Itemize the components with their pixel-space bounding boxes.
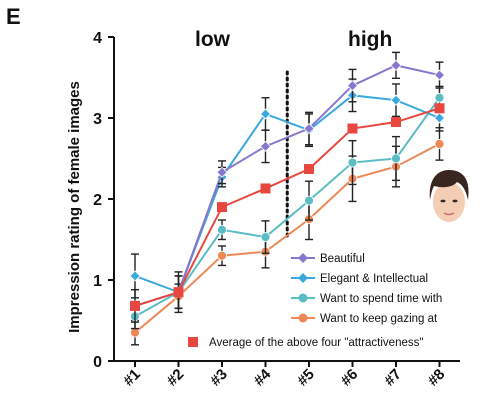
- y-tick-label: 3: [93, 111, 102, 128]
- data-point: [391, 153, 401, 164]
- y-tick-label: 2: [93, 192, 102, 209]
- data-point: [346, 80, 359, 92]
- data-point: [347, 157, 358, 168]
- series-line: [134, 107, 440, 307]
- x-tick-label: #8: [425, 366, 449, 390]
- series-layer: [129, 51, 446, 346]
- legend-item: Want to keep gazing at: [291, 313, 438, 325]
- legend-item: Beautiful: [291, 253, 365, 265]
- region-label-high: high: [348, 28, 392, 51]
- series-line: [134, 143, 440, 334]
- y-axis-title: Impression rating of female images: [66, 81, 83, 333]
- x-tick-label: #5: [294, 366, 318, 390]
- x-tick-label: #7: [381, 366, 405, 390]
- data-point: [304, 164, 314, 175]
- legend-label: Want to keep gazing at: [320, 313, 438, 325]
- series-4: [130, 103, 445, 311]
- data-point: [217, 202, 227, 213]
- data-point: [434, 139, 445, 149]
- legend-item: Elegant & Intellectual: [291, 273, 428, 285]
- data-point: [260, 183, 271, 194]
- data-point: [434, 103, 445, 114]
- data-point: [130, 327, 140, 338]
- data-point: [259, 140, 272, 152]
- data-point: [304, 195, 314, 206]
- legend-marker: [298, 293, 308, 303]
- data-point: [260, 232, 271, 242]
- data-point: [259, 108, 272, 120]
- data-point: [217, 224, 227, 235]
- data-point: [347, 123, 358, 134]
- data-point: [391, 117, 401, 128]
- legend-marker: [298, 253, 308, 263]
- data-point: [217, 250, 227, 261]
- series-line: [134, 64, 440, 307]
- legend-marker: [298, 313, 308, 323]
- legend-item: Want to spend time with: [291, 293, 442, 305]
- x-tick-label: #3: [207, 366, 231, 390]
- legend-label: Elegant & Intellectual: [320, 273, 428, 285]
- y-tick-label: 4: [93, 30, 102, 47]
- data-point: [303, 122, 315, 135]
- x-tick-label: #6: [338, 366, 362, 390]
- series-line: [134, 97, 441, 318]
- data-point: [173, 287, 184, 298]
- legend-marker: [298, 273, 308, 283]
- data-point: [129, 270, 141, 282]
- legend: Beautiful Elegant & Intellectual Want to s…: [188, 253, 442, 349]
- x-tick-label: #1: [120, 366, 144, 390]
- data-point: [433, 112, 446, 124]
- legend-label: Average of the above four "attractivenes…: [209, 337, 423, 349]
- y-tick-label: 0: [93, 354, 102, 371]
- panel-letter: E: [6, 4, 21, 29]
- y-tick-label: 1: [93, 273, 102, 290]
- x-tick-label: #4: [251, 365, 275, 389]
- data-point: [130, 300, 140, 311]
- region-label-low: low: [195, 28, 231, 51]
- legend-label: Beautiful: [320, 253, 365, 265]
- face-thumbnail: [424, 168, 474, 226]
- data-point: [390, 59, 402, 71]
- legend-marker: [188, 337, 198, 347]
- data-point: [433, 69, 446, 81]
- data-point: [216, 166, 228, 178]
- legend-item: Average of the above four "attractivenes…: [188, 337, 423, 349]
- data-point: [390, 94, 402, 106]
- x-tick-label: #2: [164, 366, 188, 390]
- legend-label: Want to spend time with: [320, 293, 442, 305]
- data-point: [434, 92, 445, 103]
- axes: 0 1 2 3 4 #1 #2 #3 #4 #5 #6 #7 #8 Impression rating o…: [66, 30, 460, 390]
